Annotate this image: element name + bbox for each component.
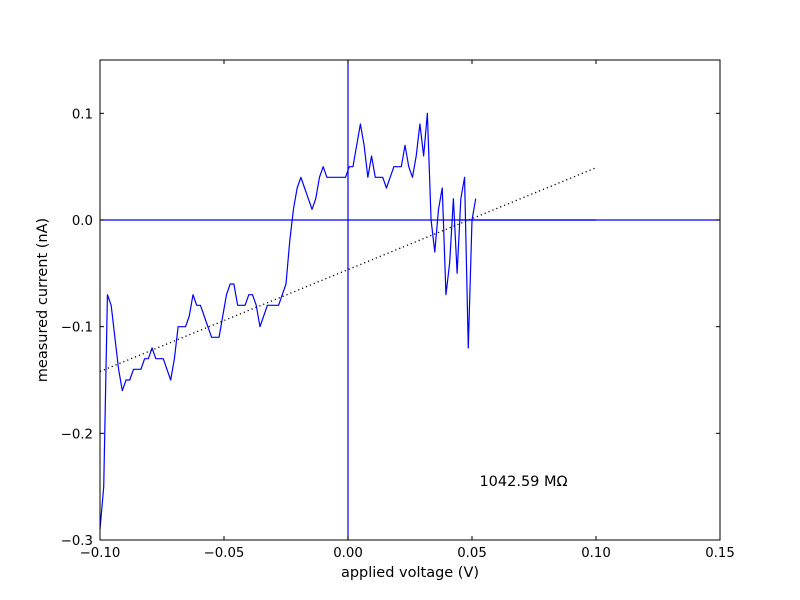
x-axis-ticks: −0.10 −0.05 0.00 0.05 0.10 0.15	[80, 60, 735, 561]
y-tick-label: −0.2	[61, 427, 93, 442]
x-tick-label: 0.15	[705, 546, 735, 561]
y-tick-label: −0.3	[61, 534, 93, 549]
y-tick-label: 0.0	[72, 214, 93, 229]
resistance-annotation: 1042.59 MΩ	[479, 474, 567, 490]
y-axis-ticks: −0.3 −0.2 −0.1 0.0 0.1	[61, 107, 720, 549]
axes-background	[100, 60, 720, 540]
y-axis-label: measured current (nA)	[35, 218, 51, 382]
x-tick-label: 0.05	[457, 546, 487, 561]
x-tick-label: −0.10	[80, 546, 121, 561]
series-layer	[99, 112, 597, 530]
plot-area	[99, 59, 721, 541]
axes-frame	[99, 59, 721, 541]
reference-lines	[100, 60, 720, 540]
x-tick-label: 0.00	[333, 546, 363, 561]
y-tick-label: 0.1	[72, 107, 93, 122]
x-tick-label: 0.10	[581, 546, 611, 561]
x-tick-label: −0.05	[204, 546, 245, 561]
series-line-0	[99, 112, 477, 530]
x-axis-label: applied voltage (V)	[341, 565, 479, 581]
fit-line	[99, 167, 597, 373]
y-tick-label: −0.1	[61, 321, 93, 336]
